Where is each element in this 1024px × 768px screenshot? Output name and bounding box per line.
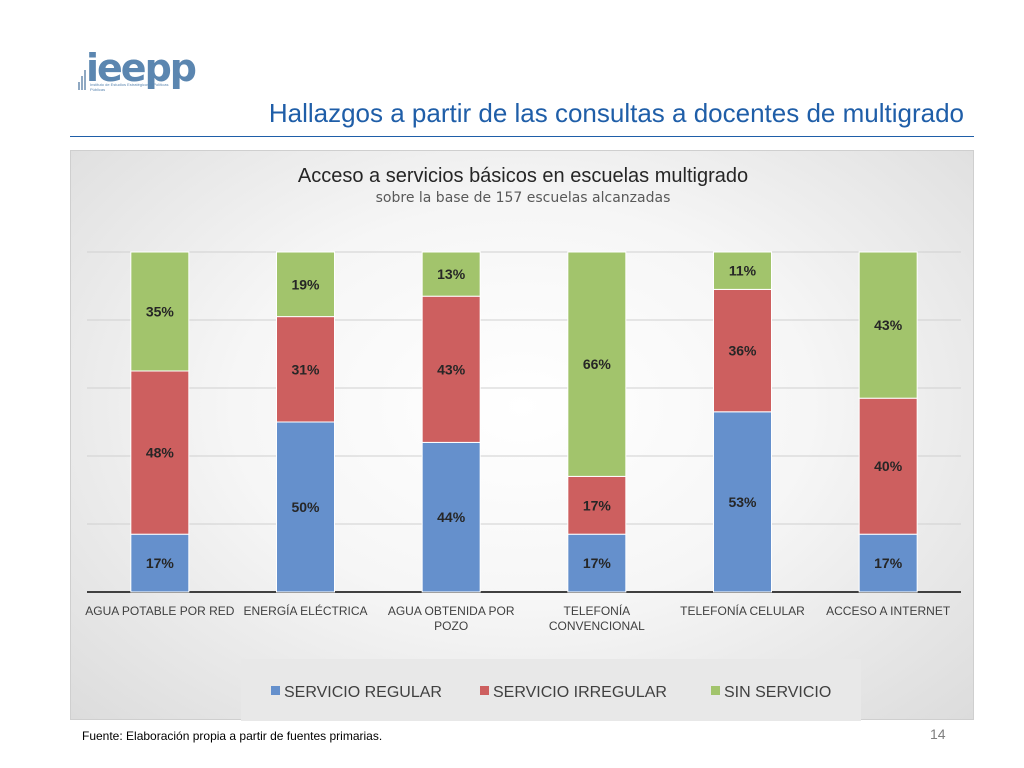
logo-bars-icon bbox=[78, 70, 86, 90]
source-note: Fuente: Elaboración propia a partir de f… bbox=[82, 729, 383, 743]
legend-box bbox=[241, 659, 861, 721]
bar-segment bbox=[421, 251, 481, 297]
data-label: 50% bbox=[291, 499, 320, 515]
legend-label: SERVICIO REGULAR bbox=[284, 684, 442, 701]
data-label: 19% bbox=[291, 276, 320, 292]
legend-swatch bbox=[271, 686, 280, 695]
data-label: 43% bbox=[874, 317, 903, 333]
bars bbox=[130, 251, 918, 593]
bar-segment bbox=[858, 533, 918, 593]
data-labels: 17% 48% 35% 50% 31% 19% 44% 43% 13% 17% 17% 66% 53% 3… bbox=[146, 263, 903, 571]
data-label: 36% bbox=[728, 343, 757, 359]
bar-segment bbox=[567, 533, 627, 593]
data-label: 13% bbox=[437, 266, 466, 282]
data-label: 17% bbox=[583, 497, 612, 513]
bar-segment bbox=[130, 251, 190, 372]
bar-segment bbox=[421, 295, 481, 443]
legend: SERVICIO REGULAR SERVICIO IRREGULAR SIN SE… bbox=[241, 659, 861, 721]
data-label: 53% bbox=[728, 494, 757, 510]
category-label: ACCESO A INTERNET bbox=[826, 604, 951, 618]
bar-segment bbox=[130, 370, 190, 535]
bar-segment bbox=[130, 533, 190, 593]
data-label: 17% bbox=[146, 555, 175, 571]
bar-segment bbox=[713, 288, 772, 413]
bar-segment bbox=[713, 251, 772, 290]
chart-subtitle: sobre la base de 157 escuelas alcanzadas bbox=[376, 190, 671, 206]
data-label: 43% bbox=[437, 361, 466, 377]
category-label: TELEFONÍA CONVENCIONAL bbox=[549, 603, 645, 633]
logo-wordmark: ieepp bbox=[86, 46, 197, 90]
data-label: 44% bbox=[437, 509, 466, 525]
bar-segment bbox=[858, 397, 918, 535]
logo-subtitle: Instituto de Estudios Estratégicos y Pol… bbox=[90, 82, 169, 92]
data-label: 17% bbox=[583, 555, 612, 571]
category-label: AGUA POTABLE POR RED bbox=[85, 604, 234, 618]
data-label: 11% bbox=[729, 263, 757, 279]
bar-segment bbox=[567, 251, 627, 477]
legend-swatch bbox=[711, 686, 720, 695]
data-label: 35% bbox=[146, 304, 175, 320]
chart-title: Acceso a servicios básicos en escuelas m… bbox=[298, 165, 748, 187]
data-label: 31% bbox=[291, 361, 320, 377]
data-label: 17% bbox=[874, 555, 903, 571]
bar-segment bbox=[276, 316, 335, 423]
bar-segment bbox=[858, 251, 918, 399]
ieepp-logo: ieepp Instituto de Estudios Estratégicos… bbox=[78, 46, 197, 96]
legend-label: SERVICIO IRREGULAR bbox=[493, 684, 667, 701]
title-divider bbox=[70, 136, 974, 137]
chart-container: 17% 48% 35% 50% 31% 19% 44% 43% 13% 17% 17% 66% 53% 3… bbox=[70, 150, 974, 721]
category-label: TELEFONÍA CELULAR bbox=[680, 603, 805, 618]
legend-label: SIN SERVICIO bbox=[724, 684, 831, 701]
data-label: 40% bbox=[874, 458, 903, 474]
category-label: AGUA OBTENIDA POR POZO bbox=[388, 604, 515, 633]
slide-title: Hallazgos a partir de las consultas a do… bbox=[268, 98, 964, 128]
page-number: 14 bbox=[930, 726, 946, 742]
bar-segment bbox=[713, 411, 772, 593]
data-label: 66% bbox=[583, 356, 612, 372]
bar-segment bbox=[276, 251, 335, 318]
category-label: ENERGÍA ELÉCTRICA bbox=[243, 603, 367, 618]
grid-lines bbox=[87, 251, 961, 593]
stacked-bar-chart: 17% 48% 35% 50% 31% 19% 44% 43% 13% 17% 17% 66% 53% 3… bbox=[85, 165, 961, 721]
bar-segment bbox=[276, 421, 335, 593]
category-labels: AGUA POTABLE POR RED ENERGÍA ELÉCTRICA AGU… bbox=[85, 603, 951, 633]
legend-swatch bbox=[480, 686, 489, 695]
data-label: 48% bbox=[146, 445, 175, 461]
